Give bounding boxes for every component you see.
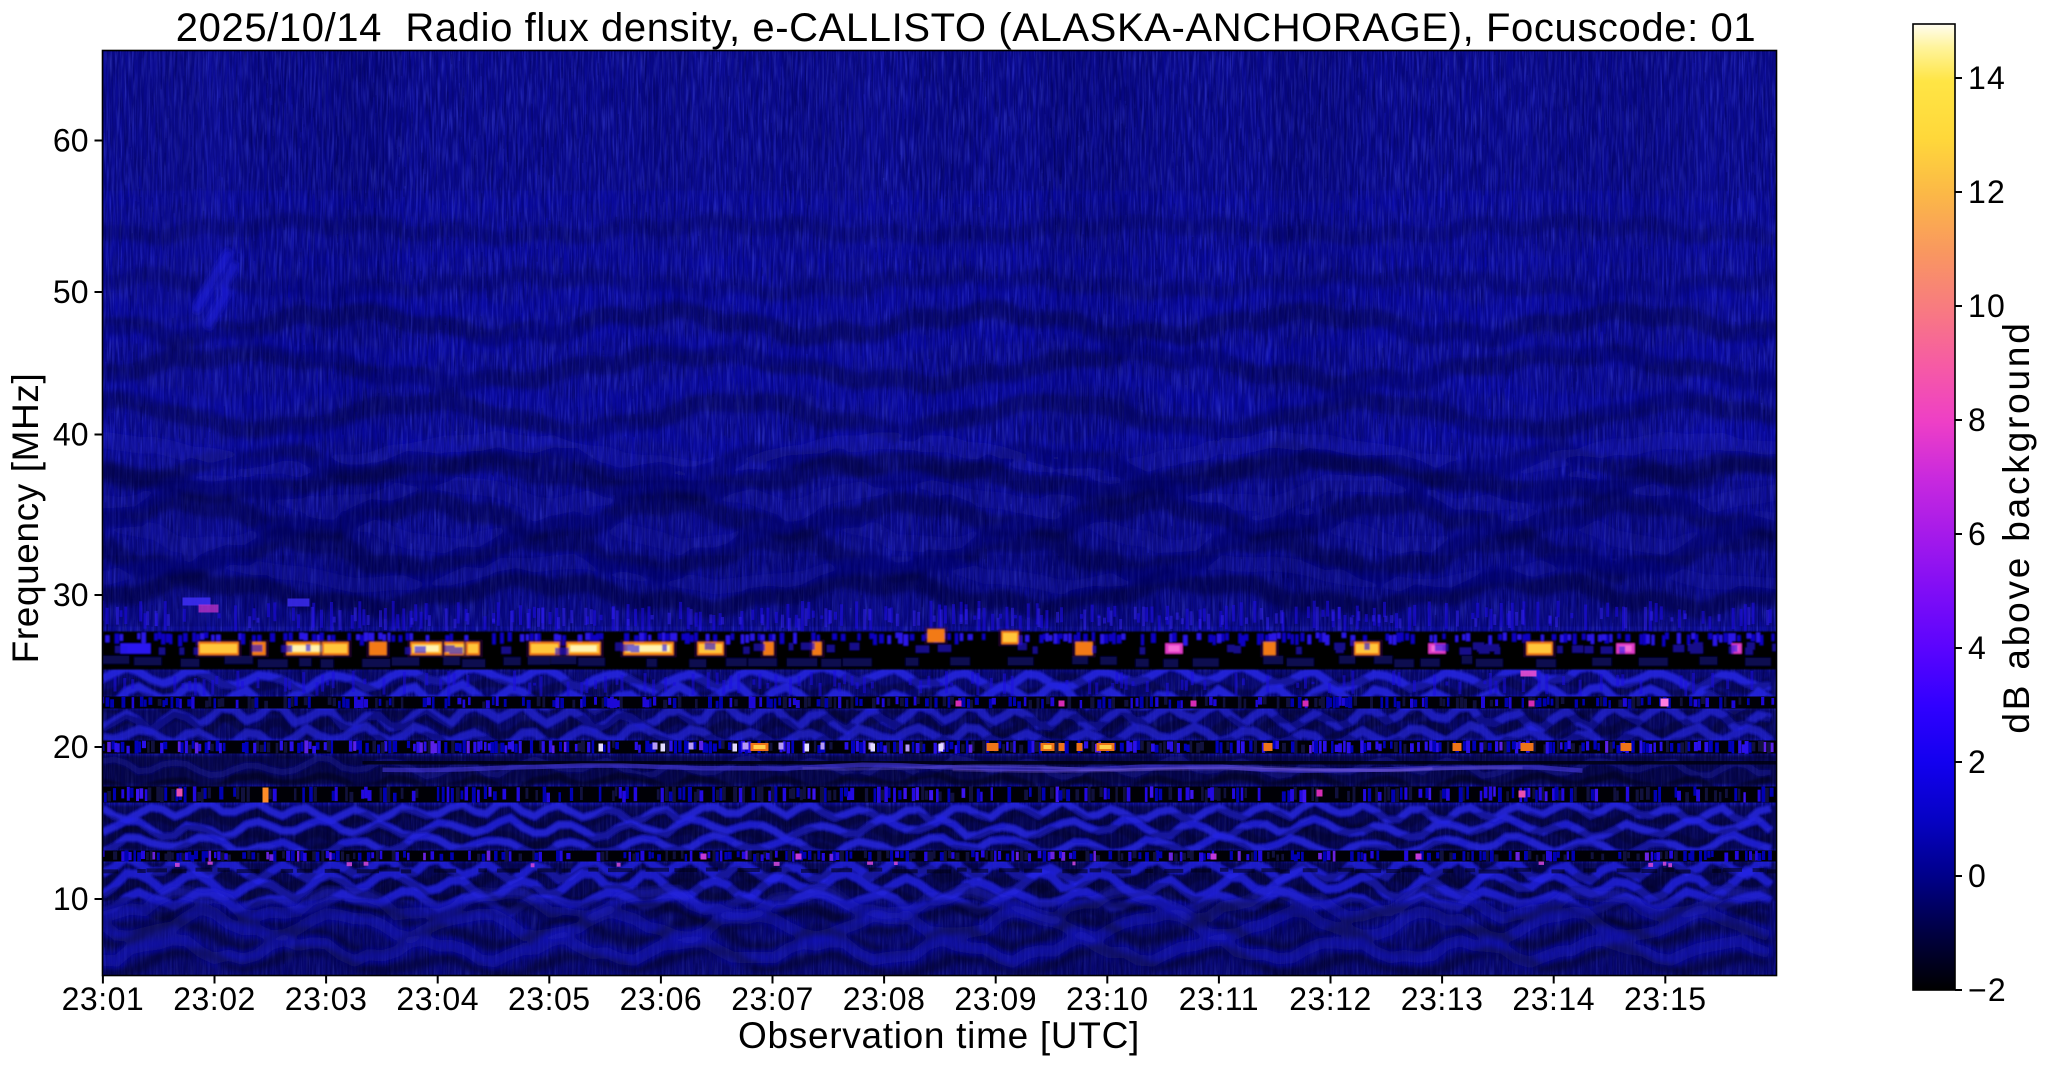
svg-text:10: 10 [1968,288,2006,324]
svg-text:Observation time [UTC]: Observation time [UTC] [738,1015,1140,1056]
svg-text:23:06: 23:06 [620,981,703,1017]
svg-text:2025/10/14 Radio flux density: 2025/10/14 Radio flux density, e-CALLIST… [176,6,1756,50]
svg-text:0: 0 [1968,858,1987,894]
svg-text:dB above background: dB above background [1996,320,2037,733]
svg-text:23:09: 23:09 [954,981,1037,1017]
svg-text:23:10: 23:10 [1066,981,1149,1017]
svg-text:10: 10 [53,881,89,917]
svg-text:23:03: 23:03 [285,981,368,1017]
svg-text:2: 2 [1968,744,1987,780]
svg-text:14: 14 [1968,60,2006,96]
svg-text:20: 20 [53,729,89,765]
svg-text:23:02: 23:02 [173,981,256,1017]
svg-text:23:15: 23:15 [1624,981,1707,1017]
svg-text:23:14: 23:14 [1512,981,1595,1017]
svg-text:30: 30 [53,577,89,613]
svg-text:40: 40 [53,417,89,453]
svg-text:23:13: 23:13 [1401,981,1484,1017]
svg-text:−2: −2 [1968,972,2007,1008]
svg-text:23:12: 23:12 [1289,981,1372,1017]
svg-text:23:11: 23:11 [1179,981,1259,1017]
svg-text:60: 60 [53,123,89,159]
svg-text:23:01: 23:01 [62,981,145,1017]
svg-text:23:05: 23:05 [508,981,591,1017]
svg-text:8: 8 [1968,402,1987,438]
svg-text:23:08: 23:08 [843,981,926,1017]
svg-text:50: 50 [53,274,89,310]
svg-text:Frequency [MHz]: Frequency [MHz] [5,373,46,664]
svg-text:23:07: 23:07 [731,981,814,1017]
svg-text:4: 4 [1968,630,1987,666]
svg-text:12: 12 [1968,174,2006,210]
svg-text:23:04: 23:04 [396,981,479,1017]
svg-text:6: 6 [1968,516,1987,552]
